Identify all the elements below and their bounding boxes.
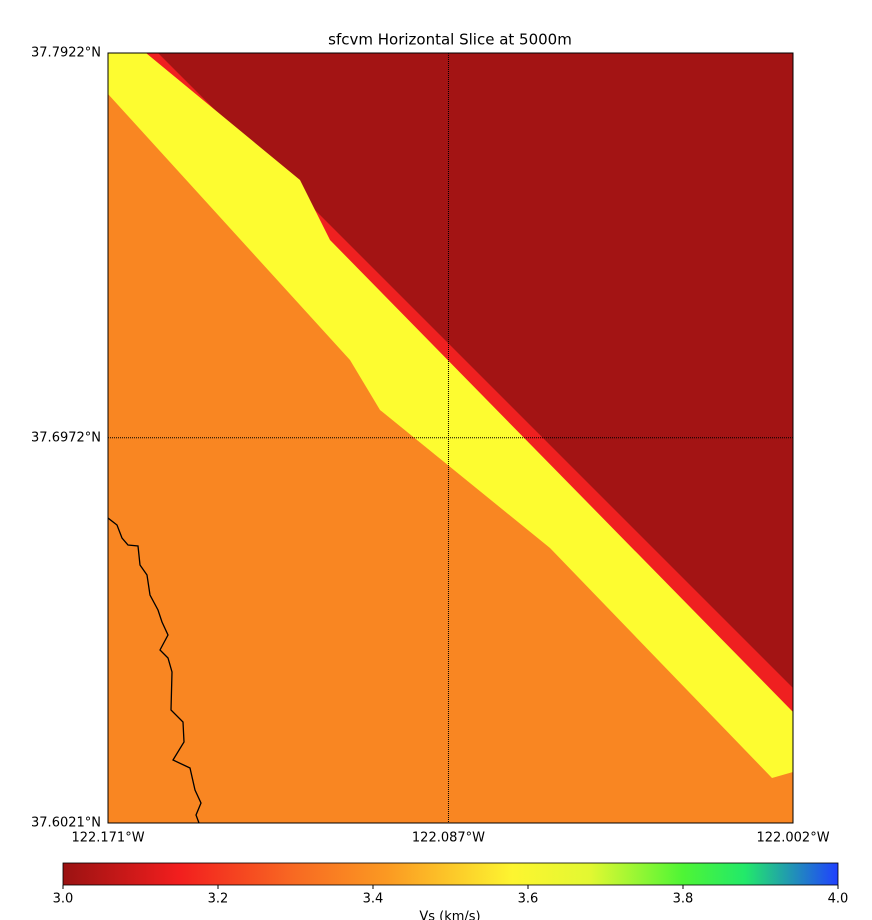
colorbar-tick-label: 3.0 — [53, 892, 74, 907]
y-tick-label: 37.7922°N — [31, 46, 101, 61]
colorbar-tick-label: 3.6 — [518, 892, 539, 907]
colorbar-tick-label: 3.4 — [363, 892, 384, 907]
raster-band — [108, 53, 793, 778]
plot-frame — [107, 52, 794, 824]
y-tick-label: 37.6972°N — [31, 430, 101, 445]
x-tick-label: 122.002°W — [756, 831, 829, 846]
x-tick-label: 122.087°W — [412, 831, 485, 846]
colorbar-tick-label: 4.0 — [828, 892, 849, 907]
y-tick-label: 37.6021°N — [31, 816, 101, 831]
colorbar-label: Vs (km/s) — [419, 910, 480, 920]
colorbar-tick-label: 3.2 — [208, 892, 229, 907]
chart-title: sfcvm Horizontal Slice at 5000m — [328, 31, 572, 49]
coastline — [108, 517, 202, 823]
colorbar — [62, 862, 839, 886]
x-tick-label: 122.171°W — [71, 831, 144, 846]
colorbar-tick-label: 3.8 — [673, 892, 694, 907]
